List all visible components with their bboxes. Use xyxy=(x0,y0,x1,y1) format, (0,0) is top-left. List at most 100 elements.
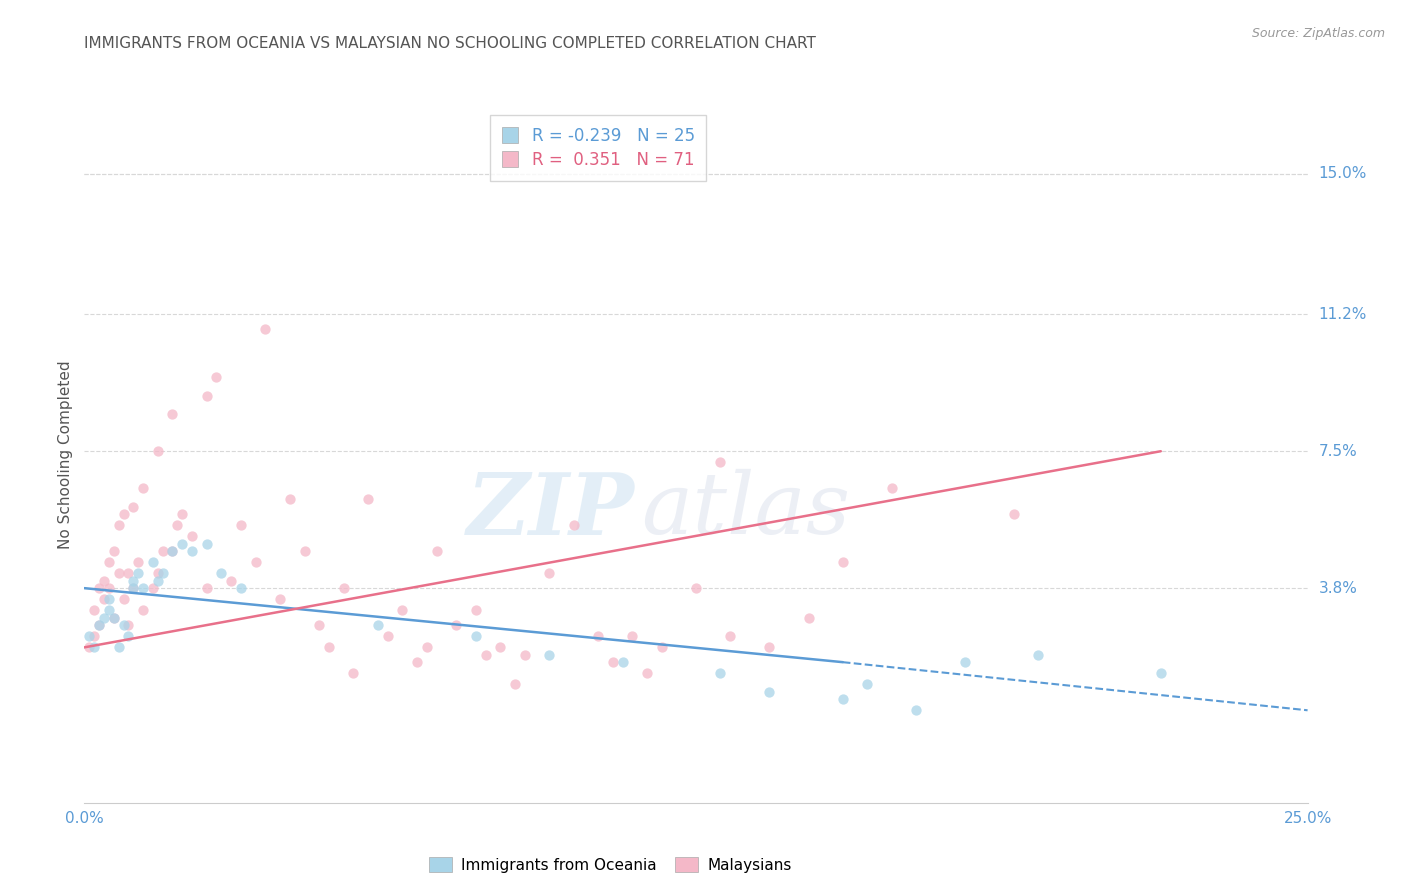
Point xyxy=(127,566,149,581)
Text: 7.5%: 7.5% xyxy=(1319,443,1357,458)
Point xyxy=(122,574,145,588)
Point xyxy=(195,581,218,595)
Point xyxy=(254,322,277,336)
Point xyxy=(318,640,340,655)
Point xyxy=(831,692,853,706)
Point xyxy=(856,677,879,691)
Point xyxy=(146,566,169,581)
Point xyxy=(142,555,165,569)
Point xyxy=(162,544,184,558)
Point xyxy=(195,537,218,551)
Point xyxy=(489,640,512,655)
Point xyxy=(112,507,135,521)
Point xyxy=(718,629,741,643)
Point xyxy=(103,611,125,625)
Point xyxy=(87,618,110,632)
Point xyxy=(107,518,129,533)
Point xyxy=(538,566,561,581)
Point xyxy=(709,666,731,681)
Point xyxy=(142,581,165,595)
Point xyxy=(391,603,413,617)
Text: ZIP: ZIP xyxy=(467,469,636,552)
Point xyxy=(586,629,609,643)
Point xyxy=(83,603,105,617)
Point xyxy=(464,629,486,643)
Point xyxy=(797,611,820,625)
Point xyxy=(758,685,780,699)
Point xyxy=(602,655,624,669)
Point xyxy=(162,544,184,558)
Point xyxy=(107,566,129,581)
Point xyxy=(93,574,115,588)
Point xyxy=(219,574,242,588)
Point xyxy=(93,592,115,607)
Point xyxy=(172,507,194,521)
Point xyxy=(205,370,228,384)
Point xyxy=(83,629,105,643)
Text: Source: ZipAtlas.com: Source: ZipAtlas.com xyxy=(1251,27,1385,40)
Point xyxy=(97,592,120,607)
Point xyxy=(651,640,673,655)
Point xyxy=(209,566,232,581)
Point xyxy=(685,581,707,595)
Point xyxy=(709,455,731,469)
Point xyxy=(953,655,976,669)
Point xyxy=(172,537,194,551)
Point xyxy=(122,581,145,595)
Point xyxy=(229,581,252,595)
Point xyxy=(112,592,135,607)
Point xyxy=(367,618,389,632)
Point xyxy=(117,629,139,643)
Point xyxy=(122,500,145,514)
Legend: Immigrants from Oceania, Malaysians: Immigrants from Oceania, Malaysians xyxy=(423,851,797,879)
Point xyxy=(332,581,354,595)
Point xyxy=(103,544,125,558)
Point xyxy=(444,618,467,632)
Point xyxy=(132,481,155,495)
Point xyxy=(905,703,928,717)
Text: 11.2%: 11.2% xyxy=(1319,307,1367,322)
Point xyxy=(758,640,780,655)
Point xyxy=(152,544,174,558)
Point xyxy=(181,544,204,558)
Point xyxy=(117,618,139,632)
Point xyxy=(181,529,204,543)
Point xyxy=(132,603,155,617)
Text: 15.0%: 15.0% xyxy=(1319,166,1367,181)
Y-axis label: No Schooling Completed: No Schooling Completed xyxy=(58,360,73,549)
Point xyxy=(245,555,267,569)
Point xyxy=(1150,666,1173,681)
Point xyxy=(406,655,429,669)
Point xyxy=(77,640,100,655)
Point xyxy=(308,618,330,632)
Point xyxy=(538,648,561,662)
Point xyxy=(562,518,585,533)
Point xyxy=(621,629,644,643)
Point xyxy=(112,618,135,632)
Point xyxy=(166,518,188,533)
Point xyxy=(612,655,634,669)
Point xyxy=(464,603,486,617)
Point xyxy=(132,581,155,595)
Point xyxy=(426,544,449,558)
Point xyxy=(103,611,125,625)
Point xyxy=(636,666,658,681)
Point xyxy=(342,666,364,681)
Point xyxy=(146,444,169,458)
Point xyxy=(416,640,439,655)
Point xyxy=(87,581,110,595)
Point xyxy=(83,640,105,655)
Text: IMMIGRANTS FROM OCEANIA VS MALAYSIAN NO SCHOOLING COMPLETED CORRELATION CHART: IMMIGRANTS FROM OCEANIA VS MALAYSIAN NO … xyxy=(84,36,817,51)
Point xyxy=(117,566,139,581)
Point xyxy=(269,592,291,607)
Point xyxy=(146,574,169,588)
Point xyxy=(357,492,380,507)
Text: atlas: atlas xyxy=(641,469,851,552)
Point xyxy=(229,518,252,533)
Point xyxy=(87,618,110,632)
Point xyxy=(97,603,120,617)
Point xyxy=(127,555,149,569)
Text: 3.8%: 3.8% xyxy=(1319,581,1358,596)
Point xyxy=(377,629,399,643)
Point xyxy=(294,544,316,558)
